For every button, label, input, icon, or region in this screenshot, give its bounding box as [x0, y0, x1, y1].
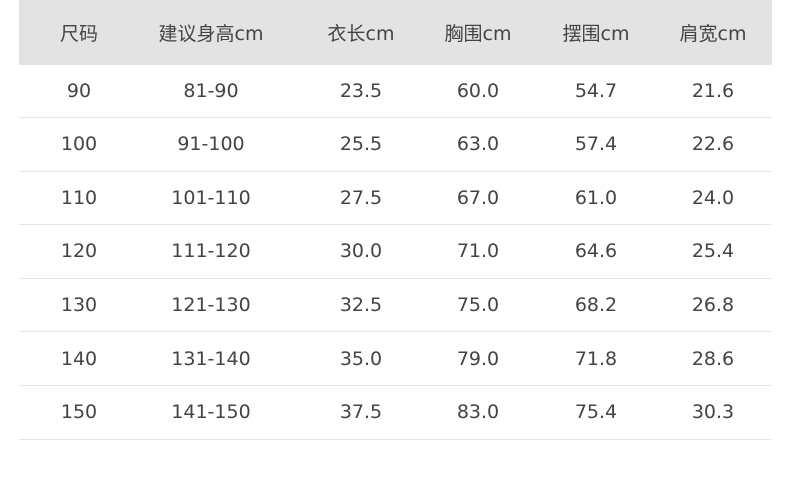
column-header: 建议身高cm	[158, 23, 264, 45]
table-cell: 111-120	[171, 240, 251, 263]
table-cell: 26.8	[691, 294, 735, 317]
table-cell: 37.5	[339, 401, 383, 424]
table-row: 150 141-150 37.5 83.0 75.4 30.3	[19, 386, 772, 440]
table-row: 140 131-140 35.0 79.0 71.8 28.6	[19, 332, 772, 386]
table-cell: 120	[60, 240, 98, 263]
table-row: 110 101-110 27.5 67.0 61.0 24.0	[19, 172, 772, 226]
table-cell: 25.5	[339, 133, 383, 156]
table-cell: 64.6	[574, 240, 618, 263]
table-cell: 140	[60, 347, 98, 370]
column-header: 肩宽cm	[679, 23, 747, 45]
table-cell: 54.7	[574, 80, 618, 102]
table-cell: 30.0	[339, 240, 383, 263]
table-cell: 57.4	[574, 133, 618, 156]
column-header: 尺码	[59, 23, 98, 45]
table-cell: 71.0	[456, 240, 500, 263]
size-chart-table: 尺码 建议身高cm 衣长cm 胸围cm 摆围cm 肩宽cm 90 81-90 23.5 60.0 5…	[19, 0, 772, 440]
table-cell: 100	[60, 133, 98, 156]
column-header: 摆围cm	[562, 23, 630, 45]
table-cell: 61.0	[574, 186, 618, 209]
table-header: 尺码 建议身高cm 衣长cm 胸围cm 摆围cm 肩宽cm	[19, 0, 772, 65]
table-cell: 75.4	[574, 401, 618, 424]
table-cell: 83.0	[456, 401, 500, 424]
table-cell: 67.0	[456, 186, 500, 209]
column-header: 胸围cm	[444, 23, 512, 45]
table-cell: 81-90	[183, 80, 239, 102]
table-cell: 68.2	[574, 294, 618, 317]
table-row: 120 111-120 30.0 71.0 64.6 25.4	[19, 225, 772, 279]
table-cell: 71.8	[574, 347, 618, 370]
table-cell: 21.6	[691, 80, 735, 102]
table-cell: 24.0	[691, 186, 735, 209]
table-cell: 130	[60, 294, 98, 317]
table-cell: 121-130	[171, 294, 251, 317]
table-cell: 25.4	[691, 240, 735, 263]
table-cell: 110	[60, 186, 98, 209]
table-cell: 150	[60, 401, 98, 424]
table-row: 130 121-130 32.5 75.0 68.2 26.8	[19, 279, 772, 333]
table-cell: 35.0	[339, 347, 383, 370]
table-cell: 22.6	[691, 133, 735, 156]
table-cell: 75.0	[456, 294, 500, 317]
table-cell: 79.0	[456, 347, 500, 370]
table-cell: 131-140	[171, 347, 251, 370]
table-row: 100 91-100 25.5 63.0 57.4 22.6	[19, 118, 772, 172]
table-cell: 101-110	[171, 186, 251, 209]
table-cell: 27.5	[339, 186, 383, 209]
table-cell: 28.6	[691, 347, 735, 370]
table-cell: 141-150	[171, 401, 251, 424]
table-cell: 91-100	[177, 133, 245, 156]
column-header: 衣长cm	[327, 23, 395, 45]
table-cell: 63.0	[456, 133, 500, 156]
table-cell: 30.3	[691, 401, 735, 424]
table-cell: 23.5	[339, 80, 383, 102]
table-cell: 32.5	[339, 294, 383, 317]
table-row: 90 81-90 23.5 60.0 54.7 21.6	[19, 65, 772, 118]
table-cell: 60.0	[456, 80, 500, 102]
table-cell: 90	[66, 80, 92, 102]
